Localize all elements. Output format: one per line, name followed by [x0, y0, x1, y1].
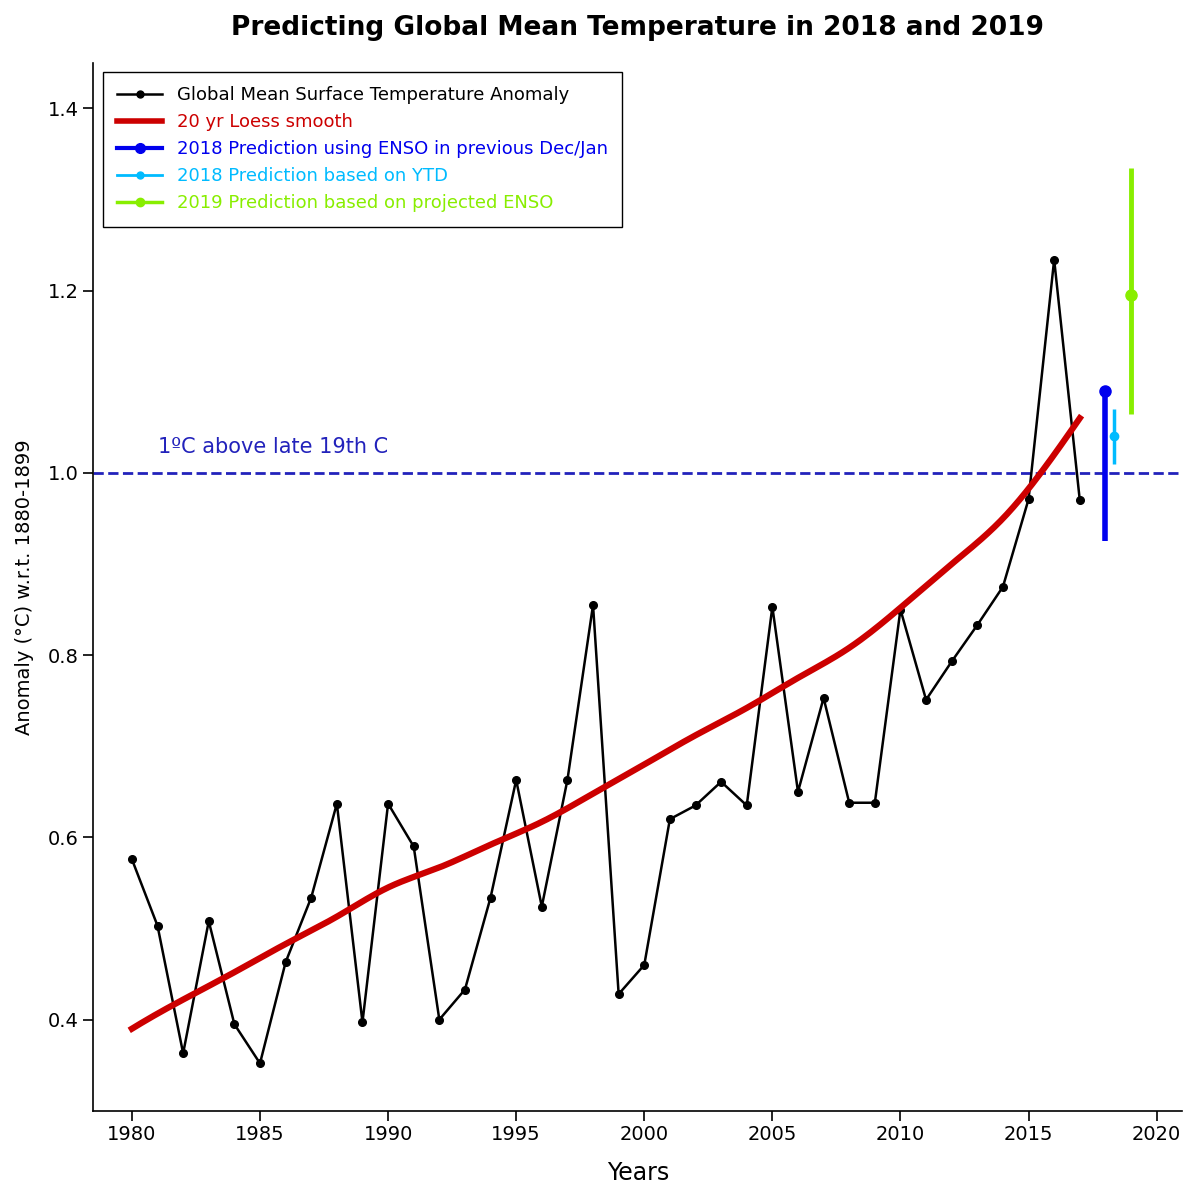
Legend: Global Mean Surface Temperature Anomaly, 20 yr Loess smooth, 2018 Prediction usi: Global Mean Surface Temperature Anomaly,… [102, 72, 622, 227]
X-axis label: Years: Years [607, 1162, 668, 1186]
Y-axis label: Anomaly (°C) w.r.t. 1880-1899: Anomaly (°C) w.r.t. 1880-1899 [16, 439, 34, 734]
Text: 1ºC above late 19th C: 1ºC above late 19th C [157, 437, 388, 457]
Title: Predicting Global Mean Temperature in 2018 and 2019: Predicting Global Mean Temperature in 20… [232, 14, 1044, 41]
